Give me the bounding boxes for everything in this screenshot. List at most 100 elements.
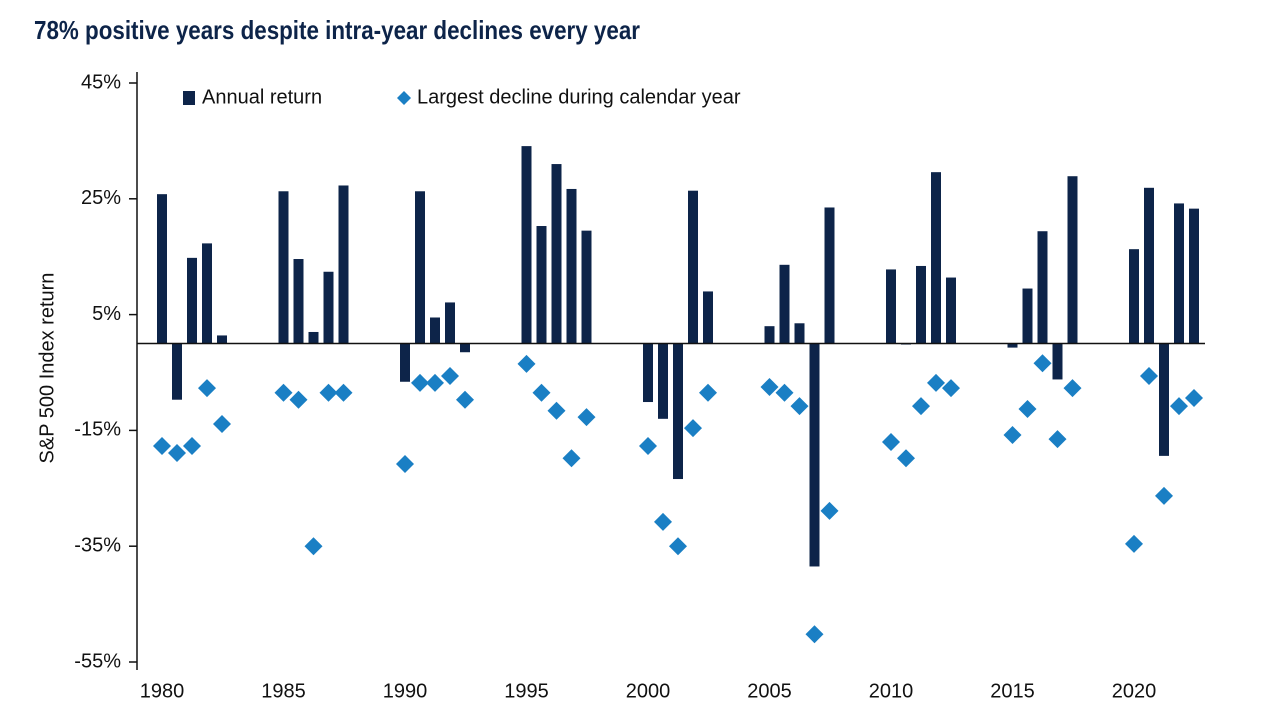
bar: [1007, 343, 1018, 348]
bar: [581, 230, 592, 344]
y-tick-label: -15%: [74, 419, 121, 441]
decline-marker: [456, 390, 474, 409]
bar: [202, 243, 212, 344]
y-tick-label: 5%: [92, 303, 121, 325]
bar: [536, 226, 547, 344]
bar: [338, 185, 349, 344]
y-tick-label: -35%: [74, 534, 121, 556]
bar: [658, 343, 668, 419]
x-tick-label: 2005: [747, 680, 792, 702]
bar: [278, 191, 289, 344]
decline-marker: [411, 373, 429, 392]
decline-marker: [927, 373, 945, 392]
decline-marker: [198, 379, 216, 398]
bar: [643, 343, 653, 403]
bar: [1052, 343, 1063, 380]
decline-marker: [1033, 354, 1052, 373]
decline-marker: [304, 537, 323, 556]
bar: [779, 264, 790, 344]
legend-label: Annual return: [202, 86, 322, 108]
bar: [551, 164, 562, 344]
x-tick-label: 2010: [869, 680, 914, 702]
y-tick-label: 25%: [81, 187, 121, 209]
x-tick-label: 1985: [261, 680, 306, 702]
x-tick-label: 2015: [990, 680, 1035, 702]
decline-marker: [426, 373, 444, 392]
bar: [1022, 288, 1033, 344]
bar: [946, 277, 956, 344]
bar: [172, 343, 182, 400]
decline-marker: [517, 354, 536, 373]
legend-label: Largest decline during calendar year: [417, 86, 741, 108]
bar: [916, 265, 926, 344]
decline-marker: [274, 383, 293, 402]
decline-marker: [760, 377, 779, 396]
decline-marker: [319, 383, 338, 402]
decline-marker: [396, 454, 414, 473]
decline-marker: [790, 397, 809, 416]
bar: [886, 269, 896, 344]
bar: [1067, 176, 1078, 344]
legend-swatch: [183, 91, 195, 105]
decline-marker: [805, 625, 824, 644]
bar: [931, 172, 941, 344]
decline-marker: [639, 437, 657, 456]
decline-marker: [1003, 426, 1022, 445]
bar: [293, 259, 304, 344]
bar: [460, 343, 470, 353]
x-tick-label: 2020: [1112, 680, 1157, 702]
bar: [688, 190, 698, 344]
bar: [415, 191, 425, 344]
x-tick-label: 2000: [626, 680, 671, 702]
bar: [521, 146, 532, 344]
decline-marker: [882, 432, 900, 451]
bar: [217, 335, 227, 344]
decline-marker: [820, 501, 839, 520]
decline-marker: [153, 437, 171, 456]
bar: [1144, 187, 1154, 344]
decline-marker: [942, 379, 960, 398]
y-tick-label: -55%: [74, 650, 121, 672]
bar: [308, 331, 319, 344]
bar: [1159, 343, 1169, 456]
bar: [445, 302, 455, 344]
bar: [566, 188, 577, 344]
decline-marker: [1155, 486, 1173, 505]
decline-marker: [775, 383, 794, 402]
bar: [1189, 208, 1199, 344]
x-tick-label: 1995: [504, 680, 549, 702]
decline-marker: [1125, 534, 1143, 553]
decline-marker: [168, 443, 186, 462]
decline-marker: [1170, 397, 1188, 416]
decline-marker: [532, 383, 551, 402]
bar: [1129, 249, 1139, 344]
bar: [323, 271, 334, 344]
bar: [809, 343, 820, 567]
bar: [187, 257, 197, 344]
decline-marker: [897, 449, 915, 468]
decline-marker: [912, 397, 930, 416]
decline-marker: [669, 537, 687, 556]
bar: [1037, 231, 1048, 344]
decline-marker: [562, 449, 581, 468]
decline-marker: [684, 419, 702, 438]
decline-marker: [547, 401, 566, 420]
bar: [157, 194, 167, 344]
decline-marker: [577, 408, 596, 427]
decline-marker: [1185, 388, 1203, 407]
bar: [794, 323, 805, 344]
bar: [764, 326, 775, 344]
y-tick-label: 45%: [81, 71, 121, 93]
decline-marker: [334, 383, 353, 402]
bar: [400, 343, 410, 382]
x-tick-label: 1980: [140, 680, 185, 702]
decline-marker: [1140, 366, 1158, 385]
bar: [430, 317, 440, 344]
chart-title: 78% positive years despite intra-year de…: [34, 15, 640, 45]
decline-marker: [213, 415, 231, 434]
bar: [703, 291, 713, 344]
decline-marker: [441, 366, 459, 385]
bar: [824, 207, 835, 344]
decline-marker: [289, 390, 308, 409]
